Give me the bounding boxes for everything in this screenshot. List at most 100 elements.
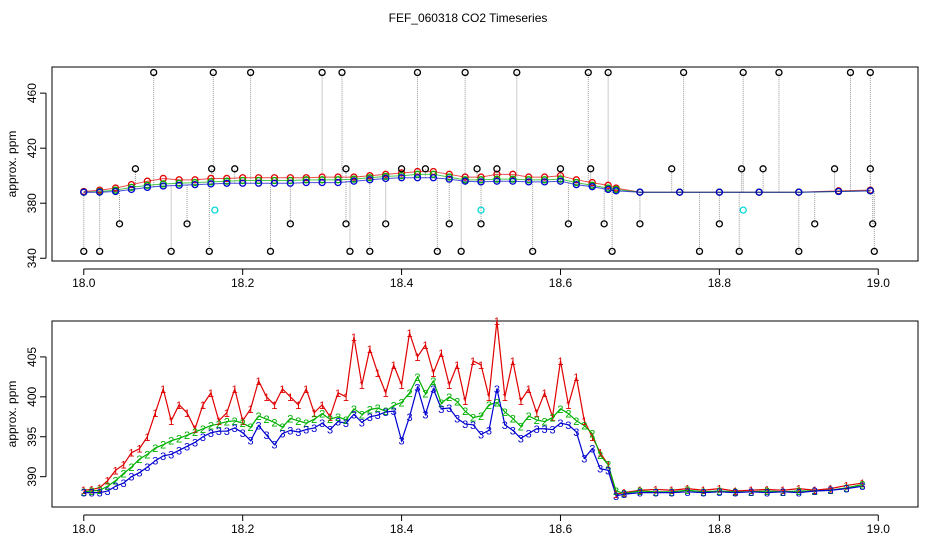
- series2-point-label: 2: [796, 486, 802, 498]
- series3-point-label: 3: [200, 432, 206, 444]
- series1-point-label: 1: [89, 484, 95, 496]
- series2-point-label: 2: [502, 407, 508, 419]
- series1-point-label: 1: [295, 400, 301, 412]
- series1-point-label: 1: [168, 416, 174, 428]
- series3-point-label: 3: [843, 484, 849, 496]
- series3-point: [461, 177, 469, 185]
- series3-point-label: 3: [732, 488, 738, 500]
- series3-point-label: 3: [89, 488, 95, 500]
- series1-point-label: 1: [232, 384, 238, 396]
- series2-point-label: 2: [367, 405, 373, 417]
- series2-point-label: 2: [700, 487, 706, 499]
- outlier-point: [457, 247, 465, 256]
- series1-point-label: 1: [200, 400, 206, 412]
- series1-point-label: 1: [327, 412, 333, 424]
- outlier-point: [382, 220, 390, 228]
- series2-point-label: 2: [295, 416, 301, 428]
- series2-point-label: 2: [399, 397, 405, 409]
- series3-point-label: 3: [224, 426, 230, 438]
- series3-point-label: 3: [240, 428, 246, 440]
- outlier-point: [584, 68, 592, 77]
- series3-point: [755, 188, 763, 196]
- series2-point-label: 2: [335, 412, 341, 424]
- series2-point-label: 2: [716, 486, 722, 498]
- series2-point-label: 2: [168, 436, 174, 448]
- series1-point-label: 1: [406, 328, 412, 340]
- series1-point-label: 1: [359, 380, 365, 392]
- series2-point-label: 2: [565, 409, 571, 421]
- series1-point-label: 1: [144, 432, 150, 444]
- outlier-point: [397, 165, 406, 173]
- outlier-point: [513, 68, 521, 77]
- series1-point-label: 1: [828, 484, 834, 496]
- series2-point-label: 2: [343, 415, 349, 427]
- series3-point: [286, 179, 294, 187]
- series2-point-label: 2: [263, 414, 269, 426]
- series3-point-label: 3: [478, 429, 484, 441]
- series2-point-label: 2: [685, 485, 691, 497]
- series3-point: [382, 174, 390, 183]
- series3-point-label: 3: [351, 409, 357, 421]
- series2-point: [270, 176, 279, 185]
- flagged-point: [477, 206, 485, 214]
- series2-point-label: 2: [327, 414, 333, 426]
- series2-point-label: 2: [232, 416, 238, 428]
- series3-point-label: 3: [208, 428, 214, 440]
- series2-point-label: 2: [112, 476, 118, 488]
- series2-point-label: 2: [271, 417, 277, 429]
- top-plot-axes: 18.0 18.2 18.4 18.6 18.8 19.0 340 380 420 460: [25, 83, 890, 290]
- series3-point-label: 3: [319, 418, 325, 430]
- series2-point-label: 2: [216, 419, 222, 431]
- series1-point-label: 1: [311, 408, 317, 420]
- bottom-panel: approx. ppm 1 1 111 11 111111111111111111111…: [5, 316, 919, 536]
- series3-point-label: 3: [589, 444, 595, 456]
- series1-point-label: 1: [653, 484, 659, 496]
- series3-point: [525, 178, 533, 186]
- series1-point-label: 1: [287, 392, 293, 404]
- series3-point-label: 3: [653, 488, 659, 500]
- series2-point-label: 2: [446, 392, 452, 404]
- outlier-point: [870, 247, 878, 256]
- series2-point-label: 2: [430, 376, 436, 388]
- series3-point-label: 3: [812, 486, 818, 498]
- series2-point-label: 2: [97, 485, 103, 497]
- series3-point-label: 3: [105, 486, 111, 498]
- series3-point-label: 3: [335, 417, 341, 429]
- series1-point-label: 1: [97, 483, 103, 495]
- series2-point-label: 2: [438, 398, 444, 410]
- series2-point-label: 2: [105, 481, 111, 493]
- series3-point-label: 3: [216, 426, 222, 438]
- series1-point-label: 1: [383, 388, 389, 400]
- outlier-point: [737, 165, 746, 173]
- outlier-point: [587, 165, 595, 173]
- series2-point-label: 2: [780, 487, 786, 499]
- series3-point-label: 3: [359, 417, 365, 429]
- series2-point-label: 2: [470, 413, 476, 425]
- outlier-point: [150, 68, 158, 77]
- outlier-point: [342, 220, 350, 228]
- series2-point-label: 2: [414, 372, 420, 384]
- series3-point-label: 3: [621, 489, 627, 501]
- series2-point-label: 2: [128, 462, 134, 474]
- flagged-point: [739, 206, 747, 214]
- series2-point-label: 2: [534, 415, 540, 427]
- series3-point: [445, 175, 453, 183]
- series1-point-label: 1: [263, 392, 269, 404]
- series3-point-label: 3: [542, 424, 548, 436]
- outlier-point: [96, 247, 104, 256]
- series3-point-label: 3: [494, 384, 500, 396]
- series1-point-label: 1: [446, 380, 452, 392]
- top-x-tick-label: 19.0: [867, 276, 891, 290]
- series1-point-label: 1: [621, 488, 627, 500]
- outlier-point: [183, 220, 191, 228]
- series3-point-label: 3: [176, 445, 182, 457]
- series1-point-label: 1: [248, 404, 254, 416]
- series3-point-label: 3: [406, 412, 412, 424]
- series3-point-label: 3: [160, 451, 166, 463]
- series3-point-label: 3: [383, 407, 389, 419]
- series1-point-label: 1: [597, 448, 603, 460]
- top-x-tick-label: 18.6: [549, 276, 573, 290]
- series1-point: [477, 173, 485, 181]
- bottom-x-tick-label: 18.4: [390, 522, 414, 536]
- series2-point-label: 2: [494, 397, 500, 409]
